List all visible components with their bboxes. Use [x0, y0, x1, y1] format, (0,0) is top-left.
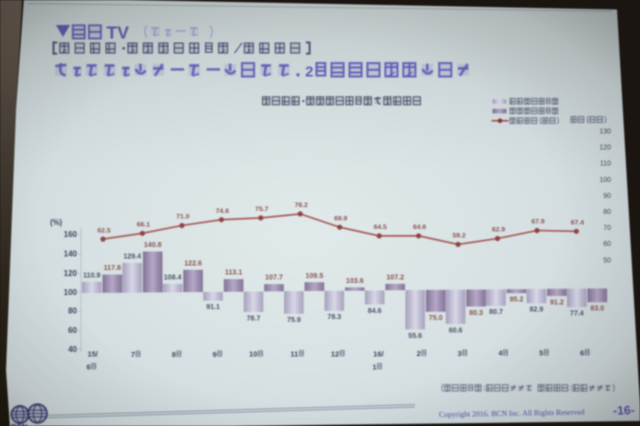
svg-text:110: 110: [600, 161, 611, 168]
svg-text:71.0: 71.0: [176, 214, 189, 221]
svg-text:60.6: 60.6: [449, 326, 463, 334]
svg-text:10: 10: [249, 350, 257, 359]
svg-text:1: 1: [372, 362, 376, 371]
svg-text:6: 6: [87, 362, 91, 371]
svg-text:109.5: 109.5: [306, 272, 324, 280]
svg-text:140: 140: [64, 250, 78, 259]
svg-text:110.9: 110.9: [83, 271, 100, 279]
svg-text:-16-: -16-: [613, 403, 635, 418]
svg-text:160: 160: [64, 230, 78, 239]
svg-text:82.9: 82.9: [529, 306, 543, 314]
svg-text:130: 130: [599, 129, 611, 136]
svg-text:75.0: 75.0: [429, 314, 443, 322]
svg-text:6: 6: [580, 348, 584, 357]
svg-text:80.7: 80.7: [489, 308, 503, 316]
svg-text:80: 80: [68, 307, 77, 316]
svg-text:77.4: 77.4: [570, 309, 584, 317]
svg-text:Copyright 2016. BCN Inc. All R: Copyright 2016. BCN Inc. All Rights Rese…: [439, 407, 585, 419]
svg-text:80: 80: [603, 209, 611, 216]
svg-text:91.2: 91.2: [550, 299, 564, 307]
svg-text:78.7: 78.7: [247, 314, 261, 322]
svg-text:15/: 15/: [87, 350, 98, 359]
svg-text:78.2: 78.2: [295, 202, 308, 209]
svg-text:67.9: 67.9: [531, 219, 544, 226]
svg-text:95.2: 95.2: [510, 296, 524, 304]
svg-text:64.5: 64.5: [374, 224, 387, 231]
svg-text:107.7: 107.7: [265, 274, 283, 282]
svg-text:75.9: 75.9: [287, 316, 301, 324]
svg-text:70: 70: [603, 225, 611, 232]
svg-text:66.1: 66.1: [137, 222, 150, 229]
svg-text:100: 100: [599, 177, 611, 184]
svg-text:4: 4: [498, 349, 503, 358]
svg-text:69.9: 69.9: [334, 215, 347, 222]
svg-text:78.3: 78.3: [327, 313, 341, 321]
svg-text:107.2: 107.2: [386, 273, 404, 281]
svg-text:50: 50: [603, 257, 611, 264]
svg-text:108.4: 108.4: [164, 274, 182, 282]
svg-text:90: 90: [603, 193, 611, 200]
svg-text:75.7: 75.7: [255, 206, 268, 213]
svg-text:2: 2: [417, 349, 421, 358]
svg-text:103.6: 103.6: [346, 277, 364, 285]
svg-text:9: 9: [213, 350, 217, 359]
svg-text:62.5: 62.5: [97, 227, 110, 234]
svg-text:11: 11: [290, 349, 298, 358]
svg-text:74.6: 74.6: [216, 208, 229, 215]
svg-text:113.1: 113.1: [225, 269, 242, 277]
svg-text:84.6: 84.6: [368, 307, 382, 315]
svg-text:2: 2: [305, 64, 313, 81]
svg-text:83.0: 83.0: [590, 305, 604, 313]
svg-text:8: 8: [172, 350, 176, 359]
svg-text:55.6: 55.6: [408, 332, 422, 340]
svg-text:60: 60: [68, 326, 77, 335]
svg-text:120: 120: [599, 145, 611, 152]
svg-text:7: 7: [131, 350, 135, 359]
svg-text:122.6: 122.6: [184, 259, 202, 267]
svg-text:120: 120: [64, 269, 78, 278]
svg-text:140.8: 140.8: [144, 241, 162, 249]
svg-text:100: 100: [64, 288, 78, 297]
svg-text:3: 3: [458, 349, 462, 358]
svg-text:91.1: 91.1: [206, 303, 220, 311]
svg-text:59.2: 59.2: [452, 233, 465, 240]
svg-text:16/: 16/: [373, 350, 384, 359]
svg-text:62.9: 62.9: [492, 227, 505, 234]
svg-text:64.6: 64.6: [413, 224, 426, 231]
svg-text:BCN: BCN: [11, 422, 27, 426]
svg-text:12: 12: [331, 349, 339, 358]
svg-text:129.4: 129.4: [123, 253, 141, 261]
svg-text:117.8: 117.8: [104, 264, 121, 272]
svg-text:40: 40: [68, 345, 77, 354]
svg-text:80.3: 80.3: [469, 309, 483, 317]
svg-text:5: 5: [539, 349, 543, 358]
svg-text:67.4: 67.4: [571, 220, 584, 227]
svg-text:TV: TV: [107, 23, 130, 43]
svg-text:(%): (%): [50, 218, 63, 227]
svg-text:60: 60: [603, 241, 611, 248]
